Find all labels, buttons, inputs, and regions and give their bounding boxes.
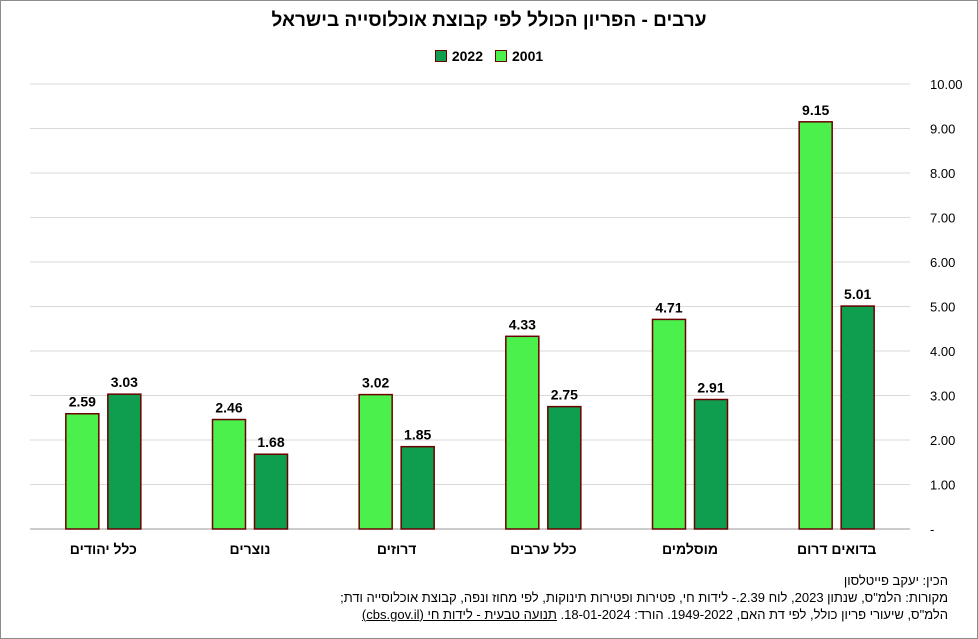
y-tick-label: -: [930, 522, 934, 537]
x-tick-label: כלל יהודים: [70, 541, 137, 557]
bar: [253, 453, 289, 530]
x-tick-label: נוצרים: [230, 541, 271, 557]
x-tick-label: מוסלמים: [662, 541, 718, 557]
data-label: 4.33: [509, 316, 536, 332]
data-label: 3.02: [362, 375, 389, 391]
footer-author: הכין: יעקב פייטלסון: [843, 573, 948, 588]
bar: [798, 121, 833, 530]
y-tick-label: 6.00: [930, 255, 955, 270]
bar: [65, 412, 100, 530]
y-tick-label: 4.00: [930, 344, 955, 359]
legend: 2022 2001: [0, 48, 978, 64]
bar: [358, 393, 393, 530]
bar: [400, 445, 435, 530]
legend-swatch-2022: [434, 50, 447, 62]
x-tick-label: דרוזים: [377, 541, 417, 557]
data-label: 2.75: [551, 387, 578, 403]
data-label: 3.03: [111, 374, 138, 390]
y-tick-label: 1.00: [930, 478, 955, 493]
data-label: 4.71: [655, 299, 682, 315]
source-link[interactable]: תנועה טבעית - לידות חי (cbs.gov.il): [361, 607, 557, 622]
bar: [547, 405, 582, 530]
y-tick-label: 3.00: [930, 389, 955, 404]
legend-item-2001: 2001: [495, 48, 543, 64]
data-label: 2.59: [69, 394, 96, 410]
legend-label-2001: 2001: [512, 48, 544, 64]
x-tick-label: כלל ערבים: [510, 541, 577, 557]
bar: [693, 398, 729, 530]
data-label: 2.46: [215, 400, 242, 416]
bar: [840, 305, 875, 530]
data-label: 1.68: [257, 434, 284, 450]
x-tick-label: בדואים דרום: [797, 541, 876, 557]
data-label: 2.91: [697, 380, 724, 396]
y-tick-label: 2.00: [930, 433, 955, 448]
data-label: 1.85: [404, 427, 431, 443]
legend-label-2022: 2022: [451, 48, 483, 64]
chart-title: ערבים - הפריון הכולל לפי קבוצת אוכלוסייה…: [271, 10, 707, 31]
bar: [211, 418, 247, 530]
footer-source-2: הלמ"ס, שיעורי פריון כולל, לפי דת האם, 19…: [248, 606, 948, 623]
data-label: 9.15: [802, 102, 829, 118]
y-tick-label: 9.00: [930, 122, 955, 137]
source-footer: הכין: יעקב פייטלסון מקורות: הלמ"ס, שנתון…: [248, 572, 948, 623]
y-tick-label: 10.00: [930, 77, 963, 92]
bar: [107, 393, 142, 530]
bar: [505, 335, 540, 530]
y-tick-label: 7.00: [930, 211, 955, 226]
data-label: 5.01: [844, 286, 871, 302]
y-tick-label: 5.00: [930, 300, 955, 315]
footer-source-2-text: הלמ"ס, שיעורי פריון כולל, לפי דת האם, 19…: [556, 607, 948, 622]
footer-source-1: מקורות: הלמ"ס, שנתון 2023, לוח 2.39.- לי…: [340, 590, 948, 605]
legend-swatch-2001: [495, 50, 507, 62]
bar: [651, 318, 687, 530]
y-tick-label: 8.00: [930, 166, 955, 181]
legend-item-2022: 2022: [434, 48, 483, 64]
